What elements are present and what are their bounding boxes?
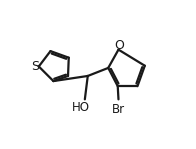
Text: S: S xyxy=(31,59,39,73)
Text: HO: HO xyxy=(72,101,90,114)
Text: O: O xyxy=(114,39,124,52)
Text: Br: Br xyxy=(112,103,125,116)
